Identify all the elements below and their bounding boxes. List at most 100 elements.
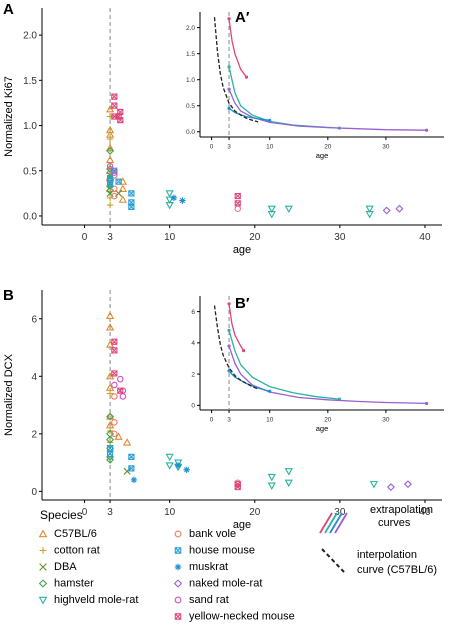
legend-label-cotton-rat: cotton rat bbox=[54, 545, 100, 557]
data-point-yellow-necked-mouse bbox=[234, 192, 241, 200]
data-point-highveld-mole-rat bbox=[365, 205, 374, 214]
legend-label-dba: DBA bbox=[54, 561, 77, 573]
x-axis-label: age bbox=[316, 424, 329, 433]
x-tick-label: 30 bbox=[382, 144, 390, 151]
data-point-yellow-necked-mouse bbox=[117, 387, 124, 394]
curve-start-muskrat bbox=[227, 106, 231, 110]
legend-interp-line2: curve (C57BL/6) bbox=[357, 564, 437, 576]
data-point-sand-rat bbox=[111, 169, 118, 176]
curve-interpolation-curve-c57bl-6 bbox=[213, 17, 259, 123]
curve-naked-mole-rat bbox=[228, 88, 427, 131]
data-point-muskrat bbox=[183, 466, 190, 473]
data-point-house-mouse bbox=[128, 190, 135, 197]
x-tick-label: 40 bbox=[419, 232, 431, 243]
curve-start-muskrat bbox=[227, 369, 231, 373]
data-point-highveld-mole-rat bbox=[284, 479, 293, 488]
data-point-bank-vole bbox=[111, 419, 118, 426]
y-tick-label: 0 bbox=[31, 487, 37, 498]
legend-label-muskrat: muskrat bbox=[189, 561, 228, 573]
y-tick-label: 1.5 bbox=[23, 76, 37, 87]
data-point-yellow-necked-mouse bbox=[111, 93, 118, 100]
curve-end-yellow-necked-mouse bbox=[241, 349, 246, 353]
data-point-c57bl-6 bbox=[118, 184, 127, 192]
chart-panel-a-inset: 0.0 0.5 1.0 1.5 2.0 0 3 10 20 30 age bbox=[186, 12, 444, 160]
data-point-house-mouse bbox=[106, 174, 114, 182]
x-tick-label: 40 bbox=[419, 507, 431, 518]
data-point-yellow-necked-mouse bbox=[111, 370, 118, 377]
data-point-c57bl-6 bbox=[105, 125, 115, 134]
x-tick-label: 0 bbox=[82, 232, 88, 243]
data-point-highveld-mole-rat bbox=[267, 205, 276, 214]
legend-marker-hamster bbox=[38, 579, 48, 588]
data-point-highveld-mole-rat bbox=[369, 481, 379, 489]
legend-marker-naked-mole-rat bbox=[173, 579, 183, 588]
x-tick-label: 20 bbox=[249, 232, 261, 243]
panel-label-b-inset: B′ bbox=[235, 295, 250, 312]
data-point-highveld-mole-rat bbox=[165, 201, 174, 210]
y-tick-label: 1.5 bbox=[186, 51, 195, 58]
curve-start-yellow-necked-mouse bbox=[227, 302, 231, 306]
panel-label-b: B bbox=[3, 287, 14, 304]
data-point-sand-rat bbox=[111, 381, 118, 389]
y-axis-label: Normalized DCX bbox=[3, 353, 15, 436]
curve-start-naked-mole-rat bbox=[227, 344, 231, 348]
data-point-bank-vole bbox=[234, 205, 242, 212]
data-point-bank-vole bbox=[111, 430, 118, 438]
x-tick-label: 0 bbox=[210, 144, 214, 151]
x-tick-label: 20 bbox=[324, 144, 332, 151]
legend-label-sand-rat: sand rat bbox=[189, 594, 229, 606]
data-point-highveld-mole-rat bbox=[267, 473, 276, 482]
data-point-highveld-mole-rat bbox=[165, 196, 174, 205]
data-point-c57bl-6 bbox=[105, 311, 115, 319]
y-tick-label: 0.0 bbox=[23, 211, 37, 222]
data-point-naked-mole-rat bbox=[395, 204, 404, 213]
data-point-naked-mole-rat bbox=[386, 483, 395, 492]
legend-label-yellow-necked-mouse: yellow-necked mouse bbox=[189, 611, 295, 623]
data-point-hamster bbox=[106, 455, 115, 464]
data-point-c57bl-6 bbox=[105, 323, 115, 331]
data-point-sand-rat bbox=[117, 375, 124, 383]
y-tick-label: 1.0 bbox=[186, 77, 195, 84]
legend-marker-muskrat bbox=[174, 563, 182, 571]
panel-label-a-inset: A′ bbox=[235, 9, 250, 26]
legend-label-house-mouse: house mouse bbox=[189, 545, 255, 557]
curve-yellow-necked-mouse bbox=[228, 18, 248, 78]
extrapolation-swatch-line bbox=[334, 512, 348, 534]
data-point-house-mouse bbox=[128, 203, 135, 211]
y-tick-label: 2 bbox=[31, 429, 37, 440]
data-point-highveld-mole-rat bbox=[267, 482, 276, 490]
x-tick-label: 3 bbox=[107, 232, 113, 243]
chart-panel-b-inset: 0 2 4 6 0 3 10 20 30 age bbox=[191, 296, 444, 433]
data-point-house-mouse bbox=[128, 465, 135, 472]
y-axis-label: Normalized Ki67 bbox=[3, 76, 15, 157]
x-tick-label: 3 bbox=[227, 144, 231, 151]
data-point-c57bl-6 bbox=[122, 438, 132, 446]
legend-extrapolation-line1: extrapolation bbox=[370, 504, 433, 516]
x-tick-label: 20 bbox=[249, 507, 261, 518]
data-point-c57bl-6 bbox=[118, 195, 127, 203]
x-tick-label: 30 bbox=[334, 507, 346, 518]
extrapolation-swatch-line bbox=[319, 512, 333, 534]
data-point-bank-vole bbox=[111, 192, 118, 200]
data-point-c57bl-6 bbox=[105, 143, 115, 152]
data-point-highveld-mole-rat bbox=[267, 211, 276, 219]
y-tick-label: 4 bbox=[31, 372, 37, 383]
data-point-highveld-mole-rat bbox=[165, 462, 174, 470]
x-tick-label: 10 bbox=[164, 507, 176, 518]
data-point-c57bl-6 bbox=[105, 155, 115, 164]
data-point-hamster bbox=[106, 435, 115, 444]
curve-muskrat bbox=[228, 370, 270, 392]
x-tick-label: 10 bbox=[266, 144, 274, 151]
x-tick-label: 10 bbox=[164, 232, 176, 243]
data-point-yellow-necked-mouse bbox=[111, 347, 118, 354]
data-point-house-mouse bbox=[106, 181, 114, 188]
curve-start-highveld-mole-rat bbox=[227, 65, 231, 69]
data-point-hamster bbox=[106, 146, 115, 155]
data-point-yellow-necked-mouse bbox=[117, 108, 124, 116]
x-tick-label: 20 bbox=[324, 417, 332, 424]
legend-marker-bank-vole bbox=[174, 530, 182, 538]
x-tick-label: 30 bbox=[334, 232, 346, 243]
legend-marker-highveld-mole-rat bbox=[38, 596, 48, 605]
y-tick-label: 6 bbox=[31, 314, 37, 325]
